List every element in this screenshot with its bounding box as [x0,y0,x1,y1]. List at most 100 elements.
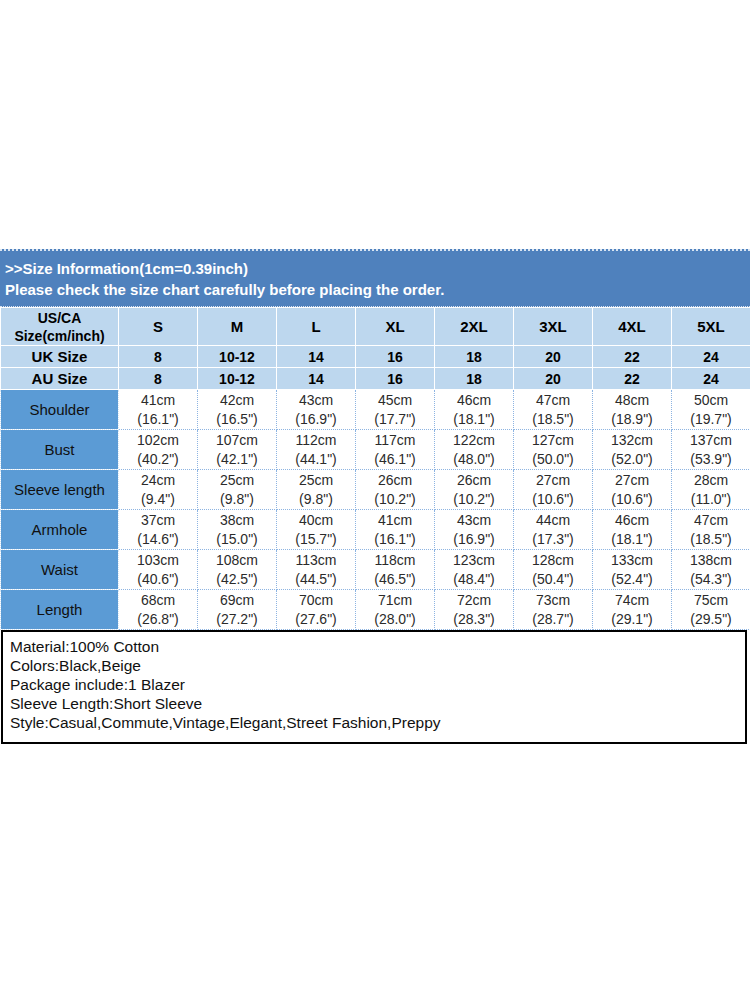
measurement-inch-value: (27.2") [198,610,276,629]
measurement-cell: 123cm(48.4") [435,550,514,590]
measurement-cm-value: 46cm [435,391,513,410]
size-col-header: M [198,308,277,346]
au-size-row-value: 22 [593,368,672,390]
measurement-cm-value: 47cm [672,511,750,530]
uk-size-row-value: 22 [593,346,672,368]
au-size-row: AU Size810-12141618202224 [1,368,750,390]
measurement-cm-value: 50cm [672,391,750,410]
measurement-cm-value: 40cm [277,511,355,530]
measurement-inch-value: (29.1") [593,610,671,629]
measurement-cm-value: 68cm [119,591,197,610]
measurement-row: Sleeve length24cm(9.4")25cm(9.8")25cm(9.… [1,470,750,510]
measurement-inch-value: (48.0") [435,450,513,469]
measurement-cell: 69cm(27.2") [198,590,277,630]
measurement-inch-value: (16.9") [277,410,355,429]
measurement-cell: 42cm(16.5") [198,390,277,430]
measurement-inch-value: (16.1") [119,410,197,429]
uk-size-row-value: 10-12 [198,346,277,368]
measurement-cm-value: 26cm [356,471,434,490]
measurement-cm-value: 107cm [198,431,276,450]
measurement-cell: 73cm(28.7") [514,590,593,630]
measurement-label: Sleeve length [1,470,119,510]
measurement-cm-value: 27cm [514,471,592,490]
measurement-cell: 138cm(54.3") [672,550,750,590]
measurement-cm-value: 47cm [514,391,592,410]
measurement-cm-value: 132cm [593,431,671,450]
size-col-header: S [119,308,198,346]
measurement-cm-value: 138cm [672,551,750,570]
measurement-inch-value: (9.8") [198,490,276,509]
measurement-cm-value: 44cm [514,511,592,530]
measurement-cell: 41cm(16.1") [119,390,198,430]
size-info-title: >>Size Information(1cm=0.39inch) [5,258,750,279]
au-size-row-value: 16 [356,368,435,390]
measurement-cm-value: 42cm [198,391,276,410]
uk-size-row-value: 20 [514,346,593,368]
measurement-label: Length [1,590,119,630]
measurement-cell: 103cm(40.6") [119,550,198,590]
measurement-inch-value: (40.2") [119,450,197,469]
measurement-cm-value: 37cm [119,511,197,530]
detail-colors: Colors:Black,Beige [10,656,741,675]
measurement-inch-value: (17.3") [514,530,592,549]
size-col-header: 5XL [672,308,750,346]
measurement-inch-value: (53.9") [672,450,750,469]
au-size-row-value: 14 [277,368,356,390]
measurement-inch-value: (18.9") [593,410,671,429]
measurement-inch-value: (18.5") [514,410,592,429]
measurement-cm-value: 70cm [277,591,355,610]
measurement-cell: 48cm(18.9") [593,390,672,430]
measurement-cell: 43cm(16.9") [435,510,514,550]
measurement-cm-value: 108cm [198,551,276,570]
size-col-header: 4XL [593,308,672,346]
measurement-inch-value: (17.7") [356,410,434,429]
measurement-cm-value: 25cm [198,471,276,490]
corner-header-line: Size(cm/inch) [1,327,118,345]
corner-header-line: US/CA [1,309,118,327]
measurement-inch-value: (14.6") [119,530,197,549]
measurement-cm-value: 74cm [593,591,671,610]
measurement-cm-value: 133cm [593,551,671,570]
measurement-cell: 112cm(44.1") [277,430,356,470]
measurement-cm-value: 45cm [356,391,434,410]
measurement-inch-value: (46.5") [356,570,434,589]
measurement-inch-value: (28.0") [356,610,434,629]
measurement-inch-value: (46.1") [356,450,434,469]
measurement-inch-value: (10.2") [356,490,434,509]
measurement-inch-value: (28.7") [514,610,592,629]
measurement-cell: 122cm(48.0") [435,430,514,470]
measurement-inch-value: (44.5") [277,570,355,589]
measurement-cm-value: 127cm [514,431,592,450]
measurement-cm-value: 75cm [672,591,750,610]
measurement-cm-value: 28cm [672,471,750,490]
measurement-cell: 102cm(40.2") [119,430,198,470]
size-col-header: 3XL [514,308,593,346]
measurement-inch-value: (16.1") [356,530,434,549]
measurement-cell: 26cm(10.2") [356,470,435,510]
measurement-cm-value: 25cm [277,471,355,490]
measurement-inch-value: (18.1") [435,410,513,429]
measurement-cell: 118cm(46.5") [356,550,435,590]
measurement-inch-value: (27.6") [277,610,355,629]
measurement-cm-value: 24cm [119,471,197,490]
measurement-inch-value: (9.4") [119,490,197,509]
measurement-cm-value: 122cm [435,431,513,450]
size-chart-page: >>Size Information(1cm=0.39inch) Please … [0,0,750,1000]
measurement-label: Armhole [1,510,119,550]
measurement-inch-value: (18.5") [672,530,750,549]
measurement-cell: 25cm(9.8") [198,470,277,510]
measurement-row: Bust102cm(40.2")107cm(42.1")112cm(44.1")… [1,430,750,470]
au-size-row-value: 20 [514,368,593,390]
uk-size-row-value: 24 [672,346,750,368]
au-size-row-value: 10-12 [198,368,277,390]
uk-size-row: UK Size810-12141618202224 [1,346,750,368]
measurement-cell: 37cm(14.6") [119,510,198,550]
measurement-cell: 24cm(9.4") [119,470,198,510]
measurement-cell: 40cm(15.7") [277,510,356,550]
measurement-cell: 137cm(53.9") [672,430,750,470]
measurement-inch-value: (16.9") [435,530,513,549]
measurement-cm-value: 46cm [593,511,671,530]
measurement-inch-value: (19.7") [672,410,750,429]
measurement-cm-value: 69cm [198,591,276,610]
measurement-cell: 50cm(19.7") [672,390,750,430]
